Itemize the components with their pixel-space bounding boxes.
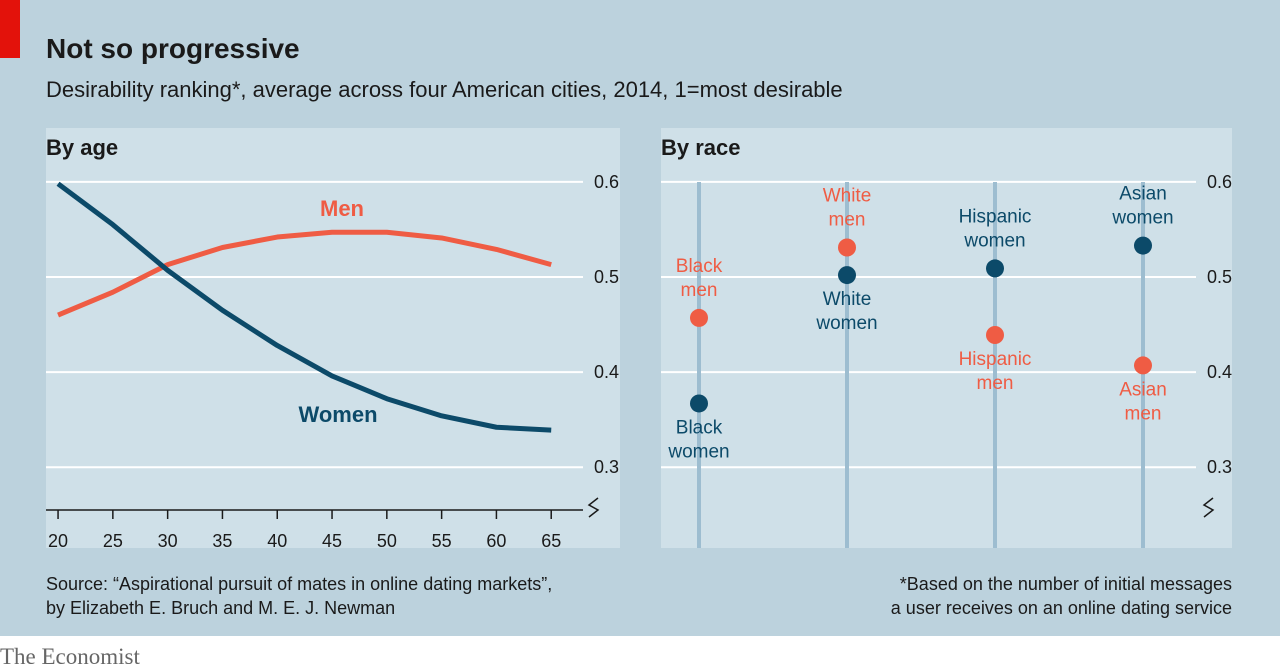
line bbox=[56, 181, 552, 433]
point-label: men bbox=[829, 210, 866, 231]
y-tick-label: 0.4 bbox=[1207, 362, 1232, 382]
point-label: women bbox=[963, 230, 1025, 251]
point-label: women bbox=[815, 313, 877, 334]
dot bbox=[838, 238, 856, 257]
y-tick-label: 0.3 bbox=[594, 457, 619, 477]
point-label: White bbox=[823, 289, 872, 310]
y-tick-label: 0.5 bbox=[1207, 267, 1232, 287]
source: by Elizabeth E. Bruch and M. E. J. Newma… bbox=[46, 598, 395, 618]
point-label: men bbox=[977, 373, 1014, 394]
dot bbox=[1134, 356, 1152, 375]
note: *Based on the number of initial messages bbox=[900, 574, 1232, 594]
dot bbox=[690, 308, 708, 327]
panel-title: By age bbox=[46, 135, 118, 160]
x-tick-label: 45 bbox=[322, 531, 342, 551]
note: a user receives on an online dating serv… bbox=[891, 598, 1232, 618]
x-tick-label: 35 bbox=[212, 531, 232, 551]
point-label: White bbox=[823, 186, 872, 207]
x-tick-label: 30 bbox=[158, 531, 178, 551]
red-tab bbox=[0, 0, 20, 58]
x-tick-label: 65 bbox=[541, 531, 561, 551]
point-label: Black bbox=[676, 256, 723, 277]
panel-title: By race bbox=[661, 135, 741, 160]
panel bbox=[46, 128, 620, 548]
point-label: Hispanic bbox=[959, 349, 1032, 370]
x-tick-label: 25 bbox=[103, 531, 123, 551]
axis-break bbox=[587, 497, 600, 518]
x-tick-label: 40 bbox=[267, 531, 287, 551]
point-label: Hispanic bbox=[959, 206, 1032, 227]
point-label: men bbox=[1125, 403, 1162, 424]
point-label: Black bbox=[676, 417, 723, 438]
dot bbox=[986, 326, 1004, 344]
dot bbox=[838, 266, 856, 285]
title: Not so progressive bbox=[46, 33, 300, 64]
panel bbox=[661, 128, 1232, 548]
subtitle: Desirability ranking*, average across fo… bbox=[46, 77, 843, 102]
y-tick-label: 0.3 bbox=[1207, 457, 1232, 477]
x-tick-label: 55 bbox=[432, 531, 452, 551]
x-tick-label: 20 bbox=[48, 531, 68, 551]
axis-break bbox=[1202, 497, 1215, 518]
source: Source: “Aspirational pursuit of mates i… bbox=[46, 574, 552, 594]
dot bbox=[986, 259, 1004, 278]
y-tick-label: 0.6 bbox=[594, 172, 619, 192]
brand: The Economist bbox=[0, 644, 140, 669]
point-label: Asian bbox=[1119, 379, 1167, 400]
point-label: men bbox=[681, 280, 718, 301]
x-tick-label: 60 bbox=[486, 531, 506, 551]
y-tick-label: 0.6 bbox=[1207, 172, 1232, 192]
y-tick-label: 0.5 bbox=[594, 267, 619, 287]
dot bbox=[690, 394, 708, 413]
x-tick-label: 50 bbox=[377, 531, 397, 551]
point-label: women bbox=[1111, 208, 1173, 229]
series-label: Women bbox=[298, 402, 377, 427]
series-label: Men bbox=[320, 196, 364, 221]
point-label: women bbox=[667, 441, 729, 462]
point-label: Asian bbox=[1119, 184, 1167, 205]
line bbox=[57, 229, 552, 318]
dot bbox=[1134, 236, 1152, 255]
y-tick-label: 0.4 bbox=[594, 362, 619, 382]
